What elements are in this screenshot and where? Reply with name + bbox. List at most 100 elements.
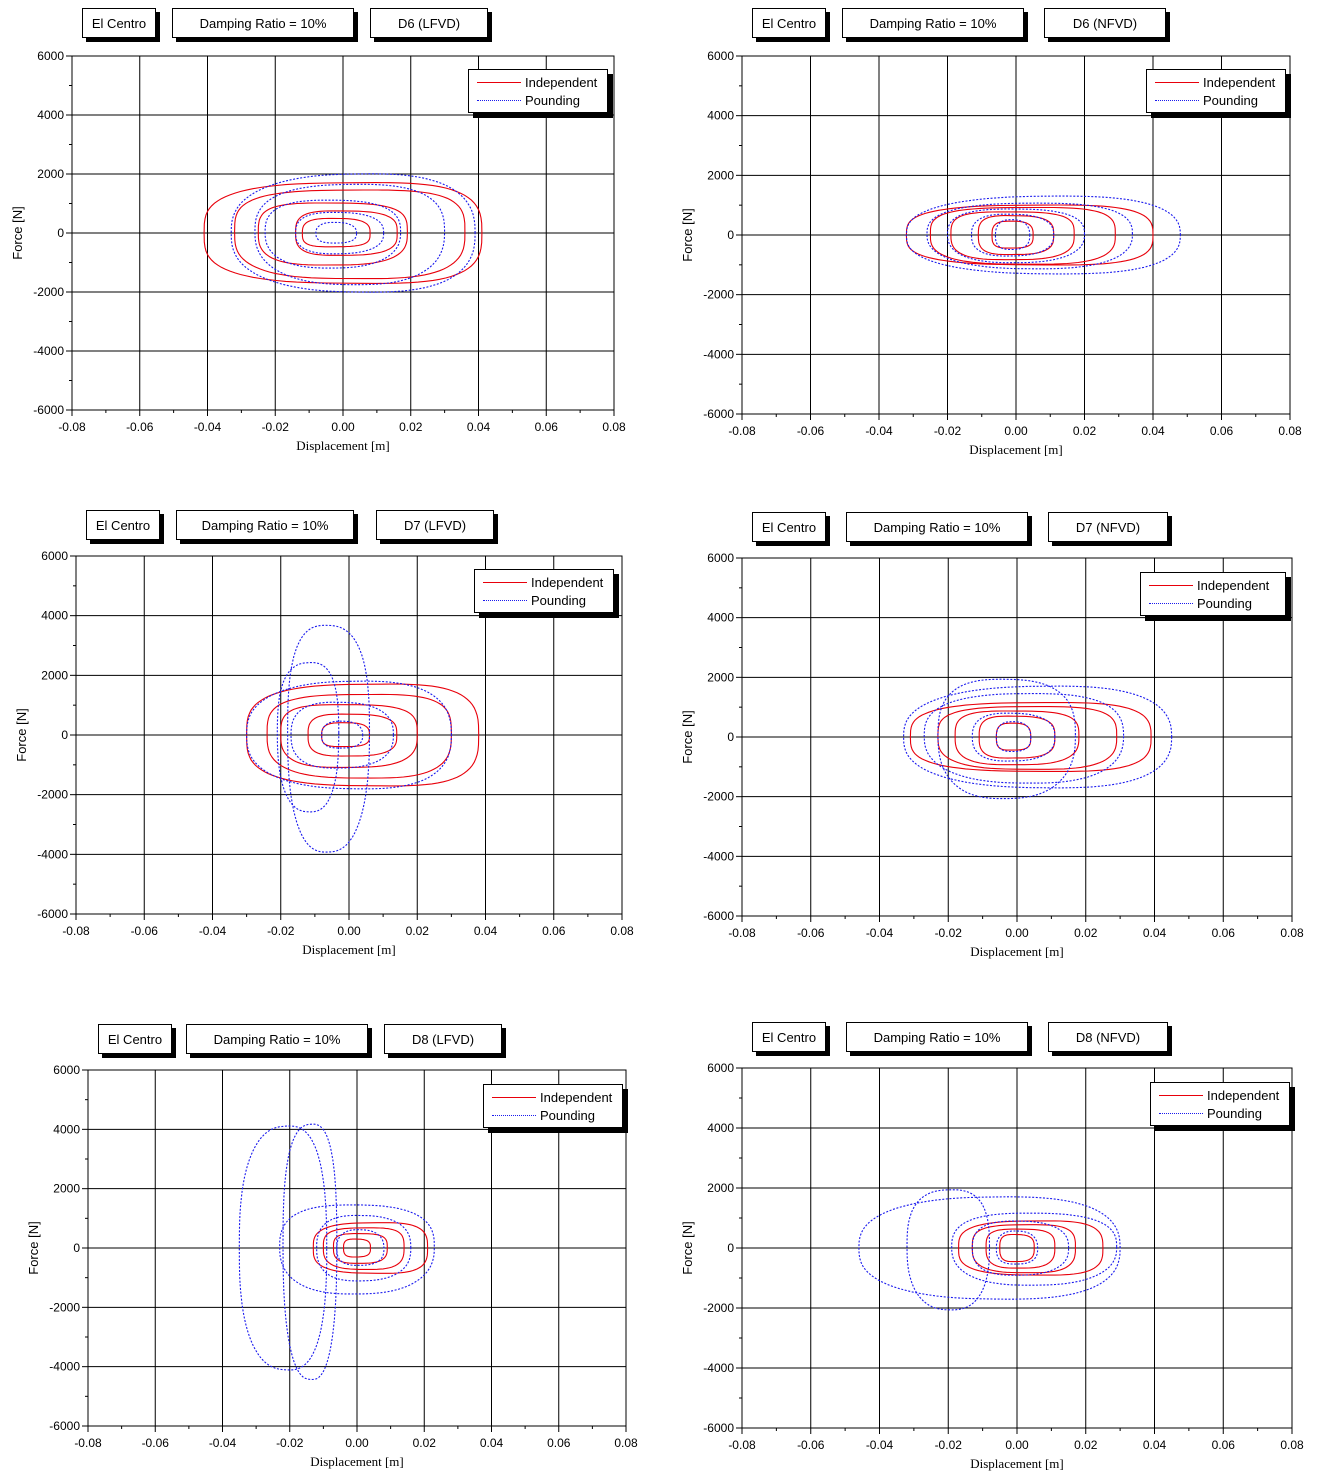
x-tick-label: 0.04 xyxy=(1141,424,1165,438)
x-axis-title: Displacement [m] xyxy=(970,944,1064,959)
y-tick-label: 6000 xyxy=(707,49,734,63)
x-tick-label: -0.04 xyxy=(866,1438,894,1452)
y-axis-title: Force [N] xyxy=(10,206,25,259)
y-tick-label: -6000 xyxy=(703,407,734,421)
x-tick-label: 0.02 xyxy=(406,924,430,938)
plot-frame xyxy=(75,555,623,915)
hysteresis-loop xyxy=(995,1230,1039,1265)
y-tick-label: -2000 xyxy=(703,1301,734,1315)
x-tick-label: -0.06 xyxy=(131,924,159,938)
y-tick-label: 6000 xyxy=(37,49,64,63)
y-tick-label: 2000 xyxy=(707,168,734,182)
y-tick-label: 4000 xyxy=(53,1122,80,1136)
plot-area xyxy=(203,173,483,293)
legend-label-pounding: Pounding xyxy=(531,592,586,608)
damper-label: D8 (LFVD) xyxy=(384,1024,502,1054)
legend-swatch-pounding xyxy=(1149,602,1193,604)
x-tick-label: 0.00 xyxy=(1004,424,1028,438)
hysteresis-chart-1: -0.08 -0.06 -0.04 -0.02 0.00 0.02 0.04 0.06 0.08… xyxy=(2,46,626,466)
legend-label-independent: Independent xyxy=(1207,1087,1280,1103)
legend-swatch-independent xyxy=(1155,81,1199,83)
x-tick-label: -0.06 xyxy=(126,420,154,434)
y-tick-label: 4000 xyxy=(37,108,64,122)
y-tick-label: 2000 xyxy=(37,167,64,181)
legend-swatch-pounding xyxy=(483,599,527,601)
x-tick-label: 0.08 xyxy=(1280,926,1304,940)
x-tick-label: 0.00 xyxy=(337,924,361,938)
y-tick-label: -2000 xyxy=(49,1300,80,1314)
x-tick-label: 0.02 xyxy=(399,420,423,434)
x-tick-label: 0.00 xyxy=(1005,1438,1029,1452)
x-tick-label: -0.06 xyxy=(797,1438,825,1452)
y-tick-label: 4000 xyxy=(707,109,734,123)
hysteresis-loop xyxy=(315,221,358,244)
hysteresis-loop xyxy=(342,1238,371,1258)
x-tick-label: -0.02 xyxy=(267,924,295,938)
hysteresis-loop xyxy=(978,715,1056,759)
hysteresis-loop xyxy=(266,693,452,779)
plot-area xyxy=(858,1189,1121,1311)
x-tick-label: 0.06 xyxy=(535,420,559,434)
hysteresis-loop xyxy=(994,219,1031,251)
hysteresis-loop xyxy=(905,195,1181,275)
hysteresis-loop xyxy=(238,1125,328,1371)
y-tick-label: 2000 xyxy=(707,670,734,684)
chart-svg: -0.08 -0.06 -0.04 -0.02 0.00 0.02 0.04 0.06 0.08… xyxy=(680,1061,1304,1471)
x-tick-label: 0.04 xyxy=(474,924,498,938)
legend-item-pounding: Pounding xyxy=(1151,1105,1262,1121)
x-axis-title: Displacement [m] xyxy=(296,438,390,453)
hysteresis-loop xyxy=(971,1224,1076,1274)
y-tick-label: 2000 xyxy=(53,1182,80,1196)
plot-area xyxy=(246,624,480,853)
record-label: El Centro xyxy=(86,510,160,540)
plot-frame xyxy=(71,55,615,411)
legend-label-pounding: Pounding xyxy=(1197,595,1252,611)
damper-label: D6 (NFVD) xyxy=(1044,8,1166,38)
hysteresis-loop xyxy=(985,1228,1056,1269)
legend-label-pounding: Pounding xyxy=(1207,1105,1262,1121)
hysteresis-loop xyxy=(946,208,1086,264)
hysteresis-loop xyxy=(336,1229,385,1266)
hysteresis-loop xyxy=(230,173,476,293)
y-tick-label: -6000 xyxy=(703,909,734,923)
legend-swatch-independent xyxy=(477,81,521,83)
x-tick-label: 0.02 xyxy=(1074,1438,1098,1452)
legend: Independent Pounding xyxy=(468,69,608,113)
y-tick-label: -4000 xyxy=(37,847,68,861)
plot-area xyxy=(905,195,1181,275)
legend-label-independent: Independent xyxy=(1203,74,1276,90)
y-axis-title: Force [N] xyxy=(680,208,695,261)
y-tick-label: 6000 xyxy=(53,1063,80,1077)
hysteresis-loop xyxy=(958,1220,1104,1276)
damping-label: Damping Ratio = 10% xyxy=(846,512,1028,542)
hysteresis-loop xyxy=(929,206,1116,265)
x-tick-label: 0.02 xyxy=(413,1436,437,1450)
hysteresis-loop xyxy=(264,199,402,269)
legend-item-pounding: Pounding xyxy=(484,1107,595,1123)
series-pounding xyxy=(903,678,1173,800)
x-tick-label: 0.06 xyxy=(547,1436,571,1450)
x-tick-label: 0.00 xyxy=(1005,926,1029,940)
legend-swatch-independent xyxy=(483,581,527,583)
x-tick-label: -0.02 xyxy=(934,424,962,438)
x-tick-label: 0.08 xyxy=(610,924,634,938)
x-tick-label: -0.06 xyxy=(142,1436,170,1450)
hysteresis-loop xyxy=(321,720,364,749)
hysteresis-loop xyxy=(287,624,371,853)
y-tick-label: 0 xyxy=(727,228,734,242)
minor-ticks xyxy=(739,85,1257,417)
x-tick-label: -0.02 xyxy=(276,1436,304,1450)
y-axis-title: Force [N] xyxy=(26,1221,41,1274)
x-tick-label: -0.08 xyxy=(728,1438,756,1452)
series-independent xyxy=(958,1220,1104,1276)
x-tick-label: -0.04 xyxy=(199,924,227,938)
hysteresis-loop xyxy=(909,702,1152,772)
legend-label-independent: Independent xyxy=(1197,577,1270,593)
hysteresis-loop xyxy=(950,211,1075,261)
x-tick-label: -0.02 xyxy=(935,1438,963,1452)
x-tick-label: 0.08 xyxy=(614,1436,638,1450)
y-tick-label: 2000 xyxy=(707,1181,734,1195)
y-tick-label: -6000 xyxy=(49,1419,80,1433)
y-tick-label: -6000 xyxy=(703,1421,734,1435)
series-independent xyxy=(246,683,480,787)
